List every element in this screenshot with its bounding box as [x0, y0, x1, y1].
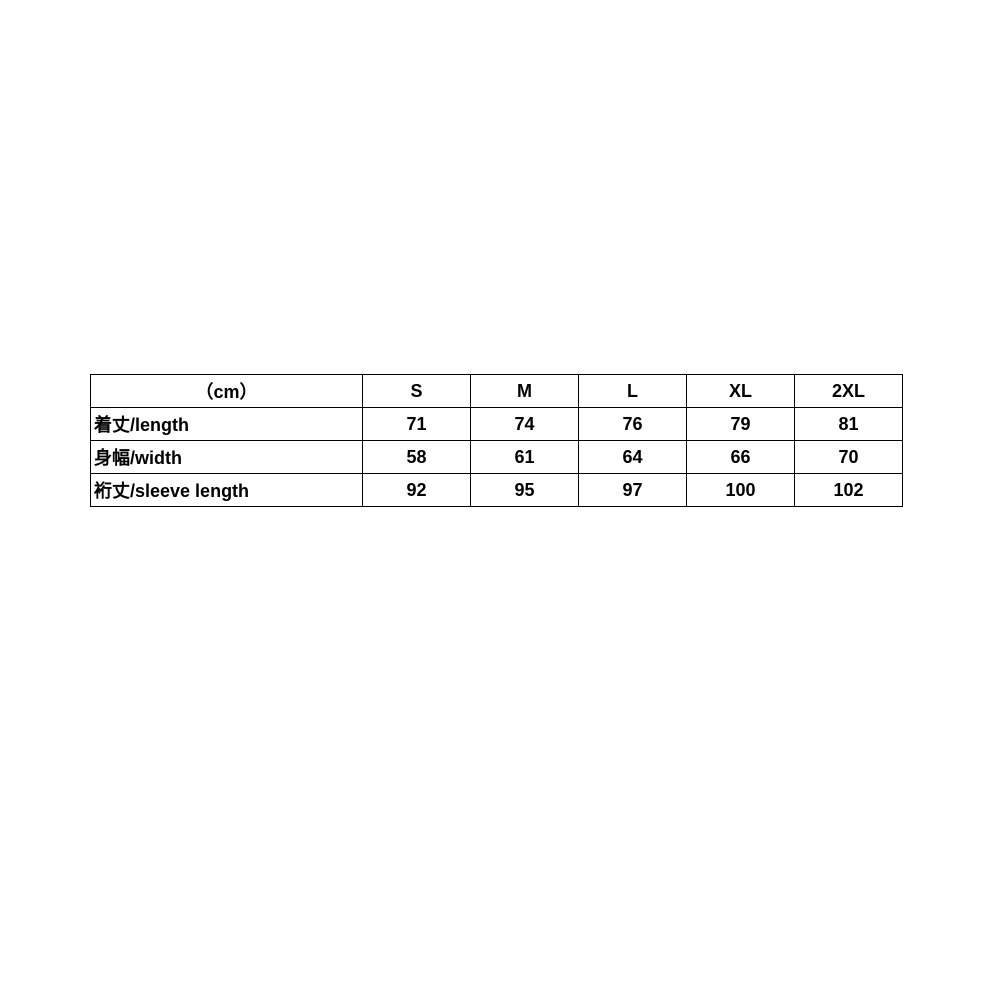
cell: 92 [362, 473, 471, 507]
cell: 61 [470, 440, 579, 474]
row-label: 裄丈/sleeve length [90, 473, 363, 507]
size-header-l: L [578, 374, 687, 408]
cell: 58 [362, 440, 471, 474]
cell: 95 [470, 473, 579, 507]
size-table: （cm） S M L XL 2XL 着丈/length 71 74 76 79 … [90, 374, 903, 507]
cell: 81 [794, 407, 903, 441]
cell: 76 [578, 407, 687, 441]
table-row: 裄丈/sleeve length 92 95 97 100 102 [90, 473, 903, 507]
cell: 102 [794, 473, 903, 507]
table-row: 身幅/width 58 61 64 66 70 [90, 440, 903, 474]
table-row: 着丈/length 71 74 76 79 81 [90, 407, 903, 441]
cell: 71 [362, 407, 471, 441]
size-header-xl: XL [686, 374, 795, 408]
cell: 66 [686, 440, 795, 474]
row-label: 着丈/length [90, 407, 363, 441]
cell: 70 [794, 440, 903, 474]
cell: 100 [686, 473, 795, 507]
header-row: （cm） S M L XL 2XL [90, 374, 903, 408]
cell: 97 [578, 473, 687, 507]
size-header-m: M [470, 374, 579, 408]
row-label: 身幅/width [90, 440, 363, 474]
size-header-s: S [362, 374, 471, 408]
cell: 64 [578, 440, 687, 474]
size-header-2xl: 2XL [794, 374, 903, 408]
unit-header: （cm） [90, 374, 363, 408]
cell: 79 [686, 407, 795, 441]
cell: 74 [470, 407, 579, 441]
